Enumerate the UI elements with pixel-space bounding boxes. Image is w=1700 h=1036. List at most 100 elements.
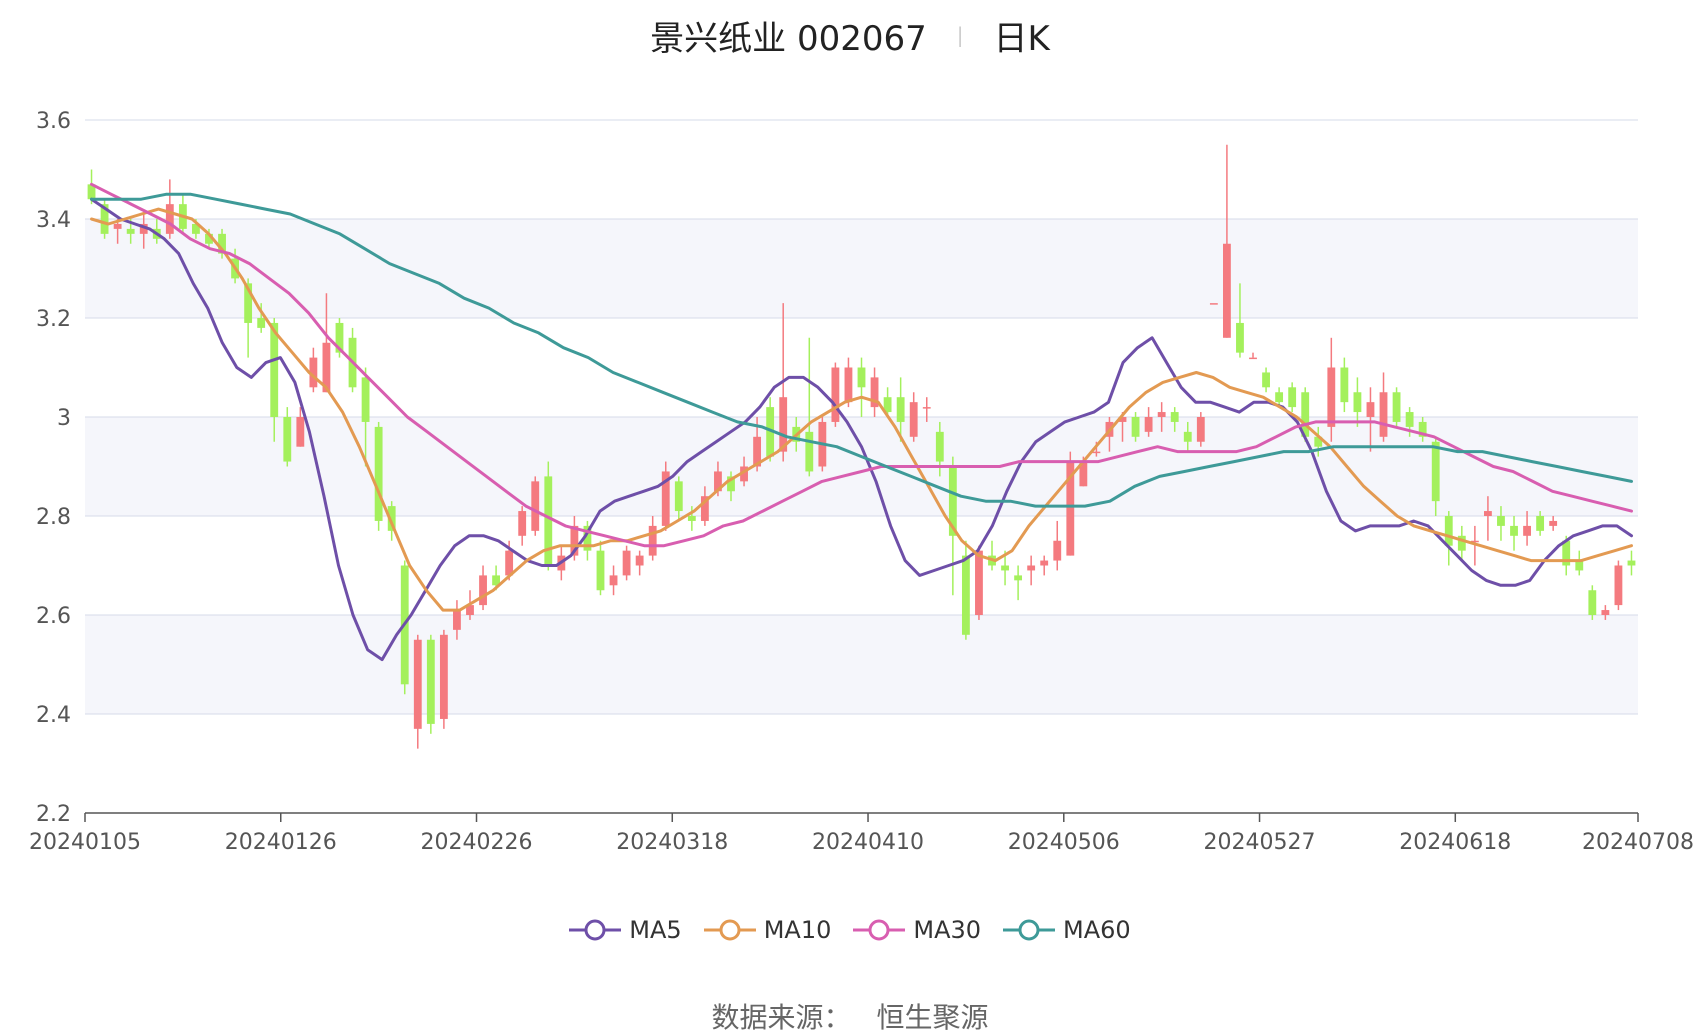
candle-body [1079,461,1088,487]
chart-subtitle: 日K [993,18,1050,59]
x-tick-label: 20240618 [1399,830,1511,855]
candle-body [139,223,148,234]
candle-body [1001,565,1009,571]
legend-item-ma5[interactable]: MA5 [569,916,682,944]
candle-body [1027,565,1036,571]
candle-body [948,466,957,536]
candle-body [609,575,618,586]
candle-body [1536,516,1545,531]
candle-body [1549,520,1558,526]
series-line-ma5 [90,197,1633,662]
candle-body [896,397,905,422]
candle-body [1053,540,1062,561]
candle-body [1484,511,1492,516]
candle-body [831,367,840,422]
candle-body [1444,516,1453,546]
candle-body [387,506,396,531]
candle-body [779,397,788,452]
candle-body [1249,357,1257,360]
candle-body [270,322,279,417]
candle-body [413,639,422,729]
candle-body [583,525,592,551]
grid-band [85,615,1638,714]
chart-header: 景兴纸业 002067 | 日K [0,10,1700,60]
candle-body [205,233,213,244]
candle-body [1131,417,1140,437]
candle-body [1262,372,1270,388]
candle-body [1118,417,1127,422]
candle-body [1066,461,1075,556]
y-tick-label: 3.2 [36,307,71,332]
candle-body [1014,575,1023,581]
candle-body [1314,436,1323,447]
series-line-ma10 [90,207,1633,612]
candle-body [935,431,944,462]
x-tick-label: 20240226 [421,830,533,855]
candle-body [857,367,866,388]
x-tick-label: 20240318 [616,830,728,855]
legend-item-ma10[interactable]: MA10 [703,916,832,944]
y-tick-label: 2.8 [36,505,71,530]
x-tick-label: 20240410 [812,830,924,855]
candle-body [1523,525,1531,536]
candle-body [1144,417,1153,432]
candle-body [1183,431,1192,442]
candle-body [753,436,762,467]
candle-body [466,605,474,615]
legend-label: MA10 [763,916,832,944]
candle-body [309,357,318,388]
y-tick-label: 2.6 [36,604,71,629]
candle-body [1340,367,1349,403]
candle-body [1510,525,1518,536]
candle-body [1405,412,1414,427]
candle-body [622,550,631,576]
candle-body [1392,392,1401,422]
candle-body [1470,540,1479,543]
y-tick-label: 2.4 [36,703,71,728]
candle-body [283,417,292,462]
candle-body [687,516,696,521]
candle-body [426,639,435,724]
candle-body [1366,402,1375,417]
candle-body [714,471,722,492]
candlestick-chart: 2.2 2.4 2.6 2.8 3 3.2 3.4 3.6 20240105 20240126 20… [29,109,1694,855]
candle-body [740,466,748,482]
x-tick-label: 20240527 [1204,830,1316,855]
candle-body [1196,417,1205,442]
source-value: 恒生聚源 [876,1001,989,1034]
candle-body [1040,560,1049,566]
candle-body [1236,322,1244,353]
legend-label: MA5 [629,916,682,944]
candle-body [700,496,709,521]
legend-item-ma60[interactable]: MA60 [1003,916,1131,944]
x-tick-label: 20240126 [225,830,337,855]
candle-body [479,575,487,606]
series-line-ma30 [90,182,1633,548]
y-tick-label: 3.6 [36,109,71,134]
source-label: 数据来源： [711,1001,852,1034]
legend-swatch-icon [569,919,622,941]
chart-legend: MA5 MA10 MA30 MA60 [0,916,1700,944]
candle-body [883,397,892,413]
data-source: 数据来源： 恒生聚源 [0,996,1700,1036]
x-tick-label: 20240708 [1582,830,1694,855]
candle-body [439,634,448,719]
candle-body [218,233,226,254]
candle-body [361,377,370,422]
legend-swatch-icon [853,919,906,941]
candle-body [909,402,918,437]
candle-body [961,555,970,635]
legend-swatch-icon [1003,919,1056,941]
candle-body [648,525,657,556]
candle-body [100,204,109,234]
candle-body [531,481,540,531]
y-tick-label: 3 [57,406,71,431]
legend-item-ma30[interactable]: MA30 [853,916,981,944]
legend-label: MA60 [1063,916,1131,944]
candle-body [1431,441,1440,502]
candle-body [661,471,670,526]
candle-body [492,575,501,586]
candle-body [1301,392,1310,437]
candle-body [635,555,644,566]
candle-body [766,407,775,457]
